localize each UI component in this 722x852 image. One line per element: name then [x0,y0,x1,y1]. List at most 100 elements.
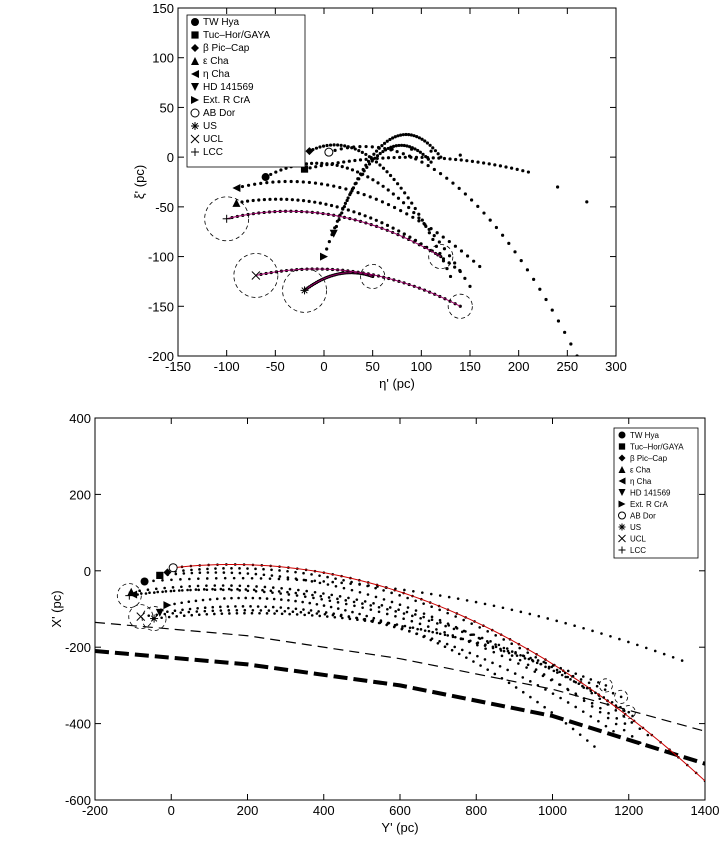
orbit-dot [385,223,390,227]
orbit-dot [374,586,377,590]
orbit-dot [465,254,470,258]
orbit-dot [411,215,415,219]
orbit-dot [483,602,487,606]
orbit-dot [381,184,385,188]
orbit-dot [517,662,520,665]
orbit-dot [246,567,249,570]
orbit-dot [526,663,530,667]
orbit-dot [334,584,338,588]
orbit-dot [188,577,191,581]
orbit-dot [519,610,523,614]
orbit-dot [301,199,306,203]
orbit-dot [278,575,282,578]
orbit-dot [322,592,325,595]
orbit-dot [273,197,278,201]
orbit-dot [294,577,298,580]
orbit-dot [412,589,415,593]
orbit-dot [221,584,225,587]
orbit-dot [575,354,579,356]
orbit-dot [610,700,614,704]
x-tick-label: 600 [389,803,411,818]
orbit-dot [502,649,506,653]
legend-label: TW Hya [630,431,659,440]
group-start-marker [129,590,138,599]
orbit-dot [303,595,307,598]
x-tick-label: -150 [165,359,191,374]
orbit-dot [402,617,405,620]
orbit-dot [136,593,139,596]
orbit-dot [223,597,226,600]
orbit-dot [197,613,201,617]
orbit-dot [447,254,452,258]
orbit-dot [360,150,364,154]
orbit-dot [413,206,417,211]
orbit-dot [314,146,319,150]
orbit-3 [174,566,650,737]
orbit-dot [307,180,311,185]
orbit-dot [447,239,451,244]
orbit-dot [230,584,233,587]
orbit-4 [138,584,634,718]
orbit-dot [388,606,392,609]
orbit-dot [332,143,336,147]
orbit-dot [417,219,421,223]
y-tick-label: 50 [160,100,174,115]
orbit-dot [549,678,553,682]
orbit-dot [262,573,266,577]
y-tick-label: -150 [148,299,174,314]
orbit-dot [396,182,400,186]
orbit-dot [251,198,255,203]
orbit-dot [227,609,231,612]
orbit-dot [313,181,318,185]
orbit-dot [494,643,497,646]
orbit-dot [396,134,400,138]
orbit-dot [259,609,263,612]
orbit-dot [401,133,405,137]
orbit-dot [344,187,348,191]
orbit-dot [406,606,410,609]
orbit-dot [393,135,397,139]
orbit-dot [551,664,555,667]
orbit-2 [166,571,642,744]
orbit-dot [147,614,151,617]
orbit-dot [441,257,446,261]
orbit-dot [309,161,314,165]
orbit-dot [435,622,439,625]
orbit-dot [534,655,538,659]
orbit-dot [152,591,156,594]
orbit-dot [422,602,425,605]
orbit-dot [482,161,486,165]
orbit-dot [336,161,340,165]
orbit-dot [246,183,251,187]
orbit-dot [189,588,192,592]
orbit-dot [414,157,418,161]
orbit-dot [336,597,339,601]
legend-marker [618,500,626,508]
orbit-dot [320,597,323,601]
orbit-dot [349,191,353,195]
orbit-dot [499,649,503,652]
y-axis-label: ξ' (pc) [132,165,147,199]
orbit-dot [315,161,319,165]
orbit-dot [330,593,334,597]
chart-2: -200 0 200 400 600 800 1000 1200 1400 -600 -400 -20… [49,411,719,835]
orbit-dot [277,180,281,184]
orbit-dot [564,722,568,725]
group-start-marker [251,271,261,280]
orbit-dot [529,680,532,683]
legend-marker [618,466,626,473]
legend-marker [191,57,199,65]
orbit-dot [431,146,435,150]
orbit-dot [486,630,489,633]
orbit-dot [399,208,403,213]
orbit-dot [259,181,263,185]
orbit-dot [173,602,176,606]
orbit-dot [351,610,354,614]
orbit-dot [453,645,457,649]
orbit-dot [525,666,528,669]
orbit-dot [461,637,465,641]
orbit-dot [258,596,262,600]
orbit-dot [344,602,348,606]
orbit-dot [307,199,311,203]
orbit-dot [255,585,258,588]
